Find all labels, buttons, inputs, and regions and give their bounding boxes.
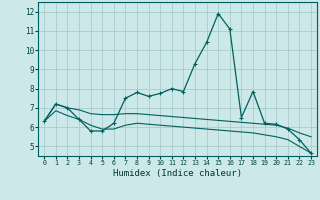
X-axis label: Humidex (Indice chaleur): Humidex (Indice chaleur) <box>113 169 242 178</box>
